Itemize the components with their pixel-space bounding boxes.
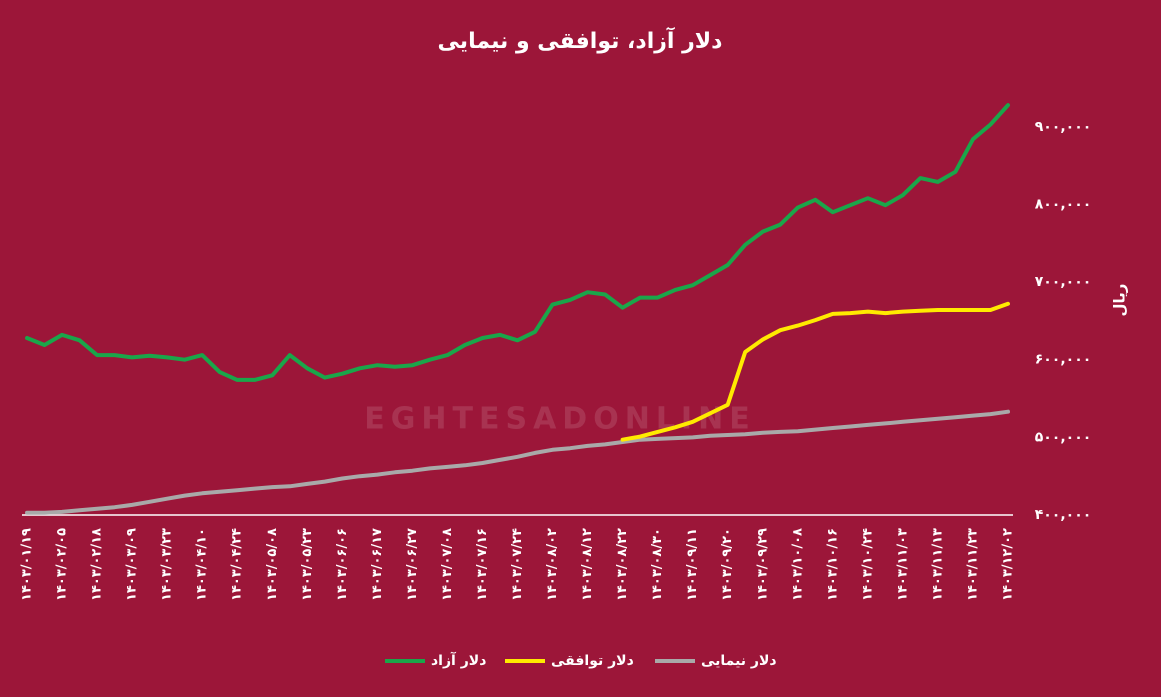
watermark: EGHTESADONLINE	[364, 402, 755, 437]
x-tick-label: ۱۴۰۳/۱۰/۰۸	[790, 528, 805, 601]
x-tick-label: ۱۴۰۳/۰۶/۲۷	[405, 528, 420, 601]
series-line	[25, 103, 1010, 382]
x-tick-label: ۱۴۰۳/۰۶/۱۷	[370, 528, 385, 601]
y-axis-label: ریال	[1111, 284, 1129, 317]
x-tick-label: ۱۴۰۳/۰۶/۰۶	[335, 528, 350, 601]
x-tick-label: ۱۴۰۳/۰۳/۰۹	[125, 528, 140, 601]
x-tick-label: ۱۴۰۳/۰۱/۱۹	[20, 528, 35, 601]
x-tick-label: ۱۴۰۳/۰۵/۲۳	[300, 528, 315, 601]
x-tick-label: ۱۴۰۳/۰۸/۰۲	[545, 528, 560, 601]
x-tick-label: ۱۴۰۳/۰۸/۳۰	[650, 528, 665, 601]
y-tick-label: ۶۰۰,۰۰۰	[1035, 352, 1092, 368]
x-tick-label: ۱۴۰۳/۰۹/۲۰	[720, 528, 735, 601]
y-tick-label: ۵۰۰,۰۰۰	[1035, 429, 1092, 445]
x-tick-label: ۱۴۰۳/۰۴/۲۴	[230, 528, 245, 601]
legend-label: دلار توافقی	[551, 653, 634, 669]
y-tick-label: ۸۰۰,۰۰۰	[1035, 196, 1092, 212]
x-tick-label: ۱۴۰۳/۰۳/۲۳	[160, 528, 175, 601]
x-tick-label: ۱۴۰۳/۱۱/۰۳	[895, 528, 910, 601]
x-tick-label: ۱۴۰۳/۰۸/۱۲	[580, 528, 595, 601]
x-tick-label: ۱۴۰۳/۰۴/۱۰	[195, 528, 210, 601]
x-tick-label: ۱۴۰۳/۱۱/۱۳	[930, 528, 945, 601]
x-tick-label: ۱۴۰۳/۰۵/۰۸	[265, 528, 280, 601]
x-tick-label: ۱۴۰۳/۱۲/۰۲	[1001, 528, 1016, 601]
x-tick-label: ۱۴۰۳/۰۹/۲۹	[755, 528, 770, 601]
x-tick-label: ۱۴۰۳/۰۷/۰۸	[440, 528, 455, 601]
x-tick-label: ۱۴۰۳/۰۲/۱۸	[90, 528, 105, 601]
x-tick-label: ۱۴۰۳/۰۹/۱۱	[685, 528, 700, 601]
x-tick-label: ۱۴۰۳/۰۷/۲۴	[510, 528, 525, 601]
y-tick-label: ۴۰۰,۰۰۰	[1035, 507, 1092, 523]
series-line	[620, 301, 1010, 442]
legend-label: دلار آزاد	[431, 651, 486, 669]
x-tick-label: ۱۴۰۳/۰۷/۱۶	[475, 528, 490, 601]
legend-label: دلار نیمایی	[701, 653, 777, 669]
series-line	[25, 409, 1010, 515]
x-tick-label: ۱۴۰۳/۱۰/۱۶	[825, 528, 840, 601]
y-tick-label: ۷۰۰,۰۰۰	[1035, 274, 1092, 290]
chart-title: دلار آزاد، توافقی و نیمایی	[438, 26, 723, 54]
x-tick-label: ۱۴۰۳/۱۰/۲۴	[860, 528, 875, 601]
y-tick-label: ۹۰۰,۰۰۰	[1035, 119, 1092, 135]
x-tick-label: ۱۴۰۳/۰۸/۲۲	[615, 528, 630, 601]
x-tick-label: ۱۴۰۳/۰۲/۰۵	[55, 528, 70, 601]
x-tick-label: ۱۴۰۳/۱۱/۲۳	[965, 528, 980, 601]
